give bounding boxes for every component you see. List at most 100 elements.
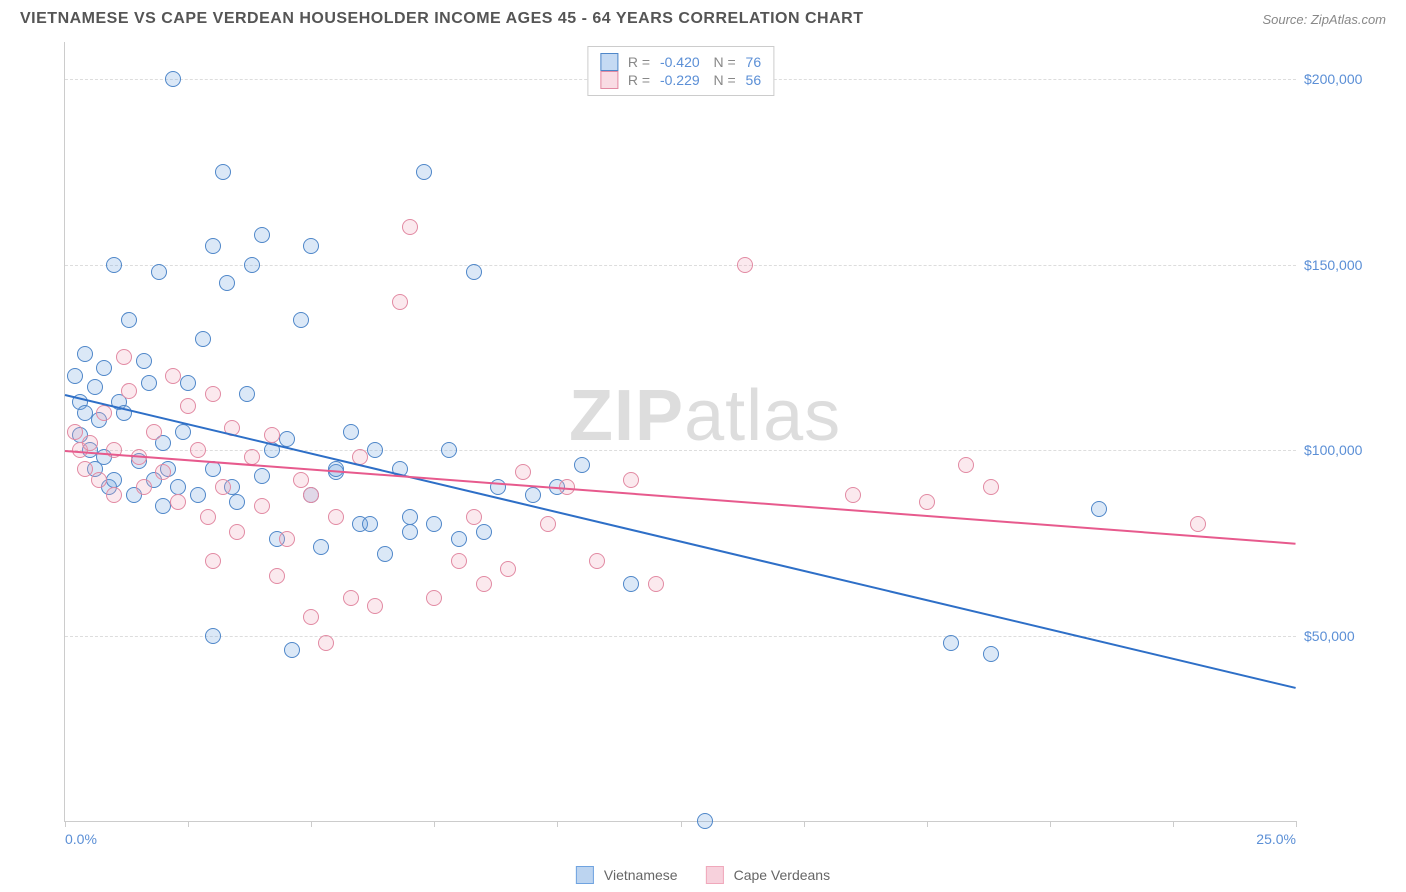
data-point <box>426 516 442 532</box>
data-point <box>284 642 300 658</box>
data-point <box>205 386 221 402</box>
data-point <box>515 464 531 480</box>
data-point <box>67 368 83 384</box>
data-point <box>200 509 216 525</box>
data-point <box>155 498 171 514</box>
legend-item-0: Vietnamese <box>576 866 678 884</box>
data-point <box>264 427 280 443</box>
data-point <box>121 383 137 399</box>
trend-line <box>65 394 1296 689</box>
data-point <box>195 331 211 347</box>
data-point <box>155 464 171 480</box>
data-point <box>106 472 122 488</box>
data-point <box>175 424 191 440</box>
data-point <box>476 576 492 592</box>
data-point <box>983 479 999 495</box>
x-tick <box>1173 821 1174 827</box>
x-tick <box>434 821 435 827</box>
data-point <box>958 457 974 473</box>
data-point <box>293 312 309 328</box>
data-point <box>589 553 605 569</box>
data-point <box>525 487 541 503</box>
legend-bottom-swatch-1 <box>706 866 724 884</box>
data-point <box>87 379 103 395</box>
data-point <box>116 349 132 365</box>
chart-source: Source: ZipAtlas.com <box>1262 12 1386 27</box>
y-tick-label: $150,000 <box>1304 257 1384 273</box>
data-point <box>1091 501 1107 517</box>
data-point <box>205 553 221 569</box>
data-point <box>151 264 167 280</box>
data-point <box>328 461 344 477</box>
data-point <box>67 424 83 440</box>
data-point <box>254 468 270 484</box>
x-tick <box>927 821 928 827</box>
data-point <box>313 539 329 555</box>
data-point <box>190 442 206 458</box>
data-point <box>77 461 93 477</box>
y-tick-label: $200,000 <box>1304 71 1384 87</box>
data-point <box>318 635 334 651</box>
y-tick-label: $50,000 <box>1304 628 1384 644</box>
data-point <box>697 813 713 829</box>
correlation-legend: R = -0.420 N = 76 R = -0.229 N = 56 <box>587 46 774 96</box>
data-point <box>737 257 753 273</box>
data-point <box>377 546 393 562</box>
data-point <box>303 487 319 503</box>
data-point <box>141 375 157 391</box>
legend-swatch-1 <box>600 71 618 89</box>
data-point <box>623 576 639 592</box>
x-axis-max-label: 25.0% <box>1256 831 1296 847</box>
x-tick <box>311 821 312 827</box>
data-point <box>205 628 221 644</box>
data-point <box>77 405 93 421</box>
plot-region: ZIPatlas R = -0.420 N = 76 R = -0.229 N … <box>64 42 1296 822</box>
data-point <box>82 435 98 451</box>
data-point <box>574 457 590 473</box>
x-tick <box>1050 821 1051 827</box>
data-point <box>293 472 309 488</box>
data-point <box>451 531 467 547</box>
data-point <box>343 590 359 606</box>
x-tick <box>65 821 66 827</box>
trend-line <box>65 450 1296 545</box>
data-point <box>96 405 112 421</box>
data-point <box>466 509 482 525</box>
x-tick <box>188 821 189 827</box>
data-point <box>623 472 639 488</box>
data-point <box>1190 516 1206 532</box>
legend-swatch-0 <box>600 53 618 71</box>
data-point <box>146 424 162 440</box>
data-point <box>367 442 383 458</box>
data-point <box>96 360 112 376</box>
chart-header: VIETNAMESE VS CAPE VERDEAN HOUSEHOLDER I… <box>0 0 1406 34</box>
data-point <box>91 472 107 488</box>
legend-row-0: R = -0.420 N = 76 <box>600 53 761 71</box>
chart-area: Householder Income Ages 45 - 64 years ZI… <box>50 42 1386 842</box>
watermark: ZIPatlas <box>569 375 841 457</box>
data-point <box>279 531 295 547</box>
data-point <box>343 424 359 440</box>
data-point <box>269 568 285 584</box>
data-point <box>367 598 383 614</box>
data-point <box>165 368 181 384</box>
legend-bottom-swatch-0 <box>576 866 594 884</box>
data-point <box>190 487 206 503</box>
data-point <box>229 524 245 540</box>
legend-item-1: Cape Verdeans <box>706 866 831 884</box>
x-tick <box>681 821 682 827</box>
chart-title: VIETNAMESE VS CAPE VERDEAN HOUSEHOLDER I… <box>20 10 863 28</box>
data-point <box>106 257 122 273</box>
data-point <box>919 494 935 510</box>
gridline-h <box>65 636 1296 637</box>
data-point <box>476 524 492 540</box>
data-point <box>180 375 196 391</box>
data-point <box>451 553 467 569</box>
y-tick-label: $100,000 <box>1304 442 1384 458</box>
data-point <box>205 238 221 254</box>
x-tick <box>1296 821 1297 827</box>
data-point <box>180 398 196 414</box>
data-point <box>229 494 245 510</box>
data-point <box>540 516 556 532</box>
data-point <box>392 294 408 310</box>
